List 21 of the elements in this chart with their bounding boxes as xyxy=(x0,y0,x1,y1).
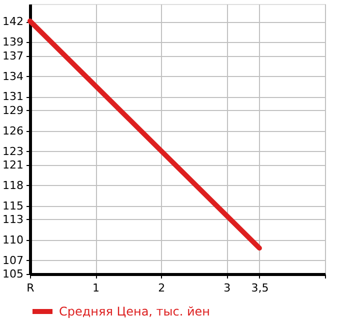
y-tick-label: 123 xyxy=(2,144,24,158)
x-tick-label: 3 xyxy=(224,282,231,294)
y-tick-label: 105 xyxy=(2,268,24,280)
legend-label: Средняя Цена, тыс. йен xyxy=(59,304,210,318)
y-tick-label: 107 xyxy=(2,254,24,267)
y-tick-label: 115 xyxy=(2,199,24,212)
y-tick-label: 110 xyxy=(2,233,24,246)
x-tick-label: 1 xyxy=(92,282,100,294)
y-tick-label: 131 xyxy=(2,90,24,104)
y-tick-label: 137 xyxy=(2,49,24,62)
x-tick-label: 2 xyxy=(158,282,166,294)
x-tick-label: 3,5 xyxy=(251,282,269,294)
x-tick-label: R xyxy=(26,282,35,294)
y-tick-label: 134 xyxy=(2,70,24,83)
y-tick-label: 139 xyxy=(2,36,24,49)
y-tick-label: 126 xyxy=(2,124,24,138)
y-tick-label: 121 xyxy=(2,158,24,172)
y-tick-label: 129 xyxy=(2,104,24,117)
y-tick-label: 118 xyxy=(2,178,24,192)
y-tick-label: 142 xyxy=(2,15,24,28)
y-tick-label: 113 xyxy=(2,212,24,226)
